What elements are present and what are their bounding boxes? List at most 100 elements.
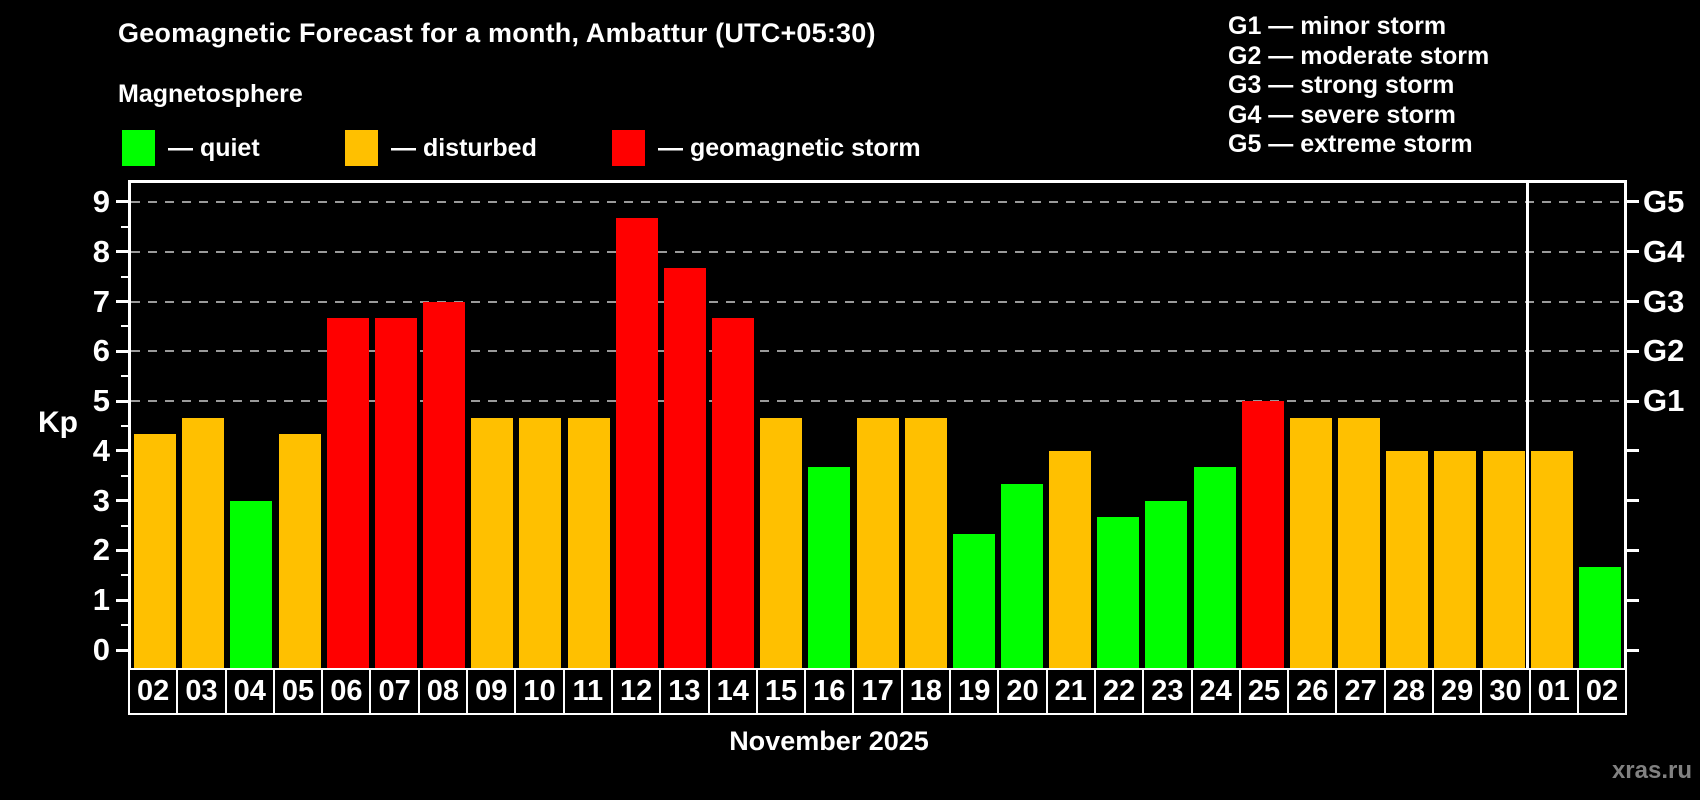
right-axis-major-tick [1627, 548, 1639, 552]
bar-day-12 [615, 218, 658, 668]
day-label-cell: 12 [610, 668, 662, 715]
bar-day-17 [856, 417, 899, 668]
quiet-color-swatch [122, 130, 155, 166]
day-label-cell: 10 [514, 668, 565, 715]
y-axis-major-tick [116, 499, 128, 503]
y-axis-tick-label: 9 [92, 183, 110, 219]
bar-day-05 [278, 434, 321, 668]
y-axis-major-tick [116, 548, 128, 552]
day-label-cell: 16 [804, 668, 855, 715]
day-label-cell: 06 [321, 668, 372, 715]
day-label-cell: 21 [1045, 668, 1096, 715]
bar-day-25 [1241, 401, 1284, 668]
watermark: xras.ru [1611, 757, 1692, 784]
bar-day-10 [519, 417, 562, 668]
y-axis-major-tick [116, 598, 128, 602]
bar-day-01 [1530, 450, 1573, 668]
storm-color-swatch [612, 130, 645, 166]
g-axis-label-g3: G3 [1643, 283, 1685, 319]
chart-title: Geomagnetic Forecast for a month, Ambatt… [118, 18, 876, 48]
y-axis-major-tick [116, 200, 128, 204]
day-label-cell: 02 [128, 668, 179, 715]
y-axis-tick-label: 0 [92, 632, 110, 667]
g-legend-line: G2 — moderate storm [1228, 41, 1490, 70]
y-axis-major-tick [116, 250, 128, 254]
bar-day-16 [808, 467, 851, 668]
day-label-cell: 30 [1480, 668, 1531, 715]
y-axis-major-tick [116, 399, 128, 403]
legend-label: — geomagnetic storm [658, 133, 921, 162]
day-label-cell: 26 [1287, 668, 1338, 715]
day-label-cell: 14 [707, 668, 758, 715]
y-axis-title: Kp [38, 406, 78, 439]
bar-day-29 [1434, 450, 1477, 668]
bar-day-23 [1145, 500, 1188, 668]
day-label-cell: 09 [466, 668, 517, 715]
day-label-cell: 04 [224, 668, 275, 715]
g-legend-line: G3 — strong storm [1228, 71, 1455, 99]
day-label-cell: 15 [755, 668, 807, 715]
right-axis-major-tick [1627, 648, 1639, 652]
legend-item-storm: — geomagnetic storm [612, 130, 921, 166]
right-axis-major-tick [1627, 250, 1639, 254]
bar-day-26 [1289, 417, 1332, 668]
bar-day-21 [1049, 450, 1092, 668]
bar-day-07 [374, 317, 417, 668]
bar-day-20 [1000, 484, 1043, 668]
right-axis-major-tick [1627, 200, 1639, 204]
legend-item-disturbed: — disturbed [345, 130, 537, 166]
y-axis-minor-tick [121, 624, 128, 627]
g-axis-label-g4: G4 [1643, 233, 1685, 269]
gridline-kp8 [131, 250, 1624, 253]
day-label-cell: 24 [1190, 668, 1241, 715]
y-axis-major-tick [116, 449, 128, 453]
bar-day-22 [1097, 517, 1140, 668]
bar-day-13 [663, 268, 706, 668]
day-label-cell: 20 [997, 668, 1048, 715]
bar-day-02 [1578, 566, 1621, 668]
right-axis-major-tick [1627, 598, 1639, 602]
y-axis-tick-label: 1 [92, 582, 110, 618]
day-label-cell: 03 [176, 668, 227, 715]
y-axis-minor-tick [121, 474, 128, 477]
g-legend-line: G5 — extreme storm [1228, 130, 1473, 158]
gridline-kp9 [131, 200, 1624, 203]
y-axis-tick-label: 3 [92, 482, 110, 518]
chart-subtitle: Magnetosphere [118, 80, 303, 108]
legend-item-quiet: — quiet [122, 130, 260, 166]
y-axis-minor-tick [121, 275, 128, 278]
gridline-kp5 [131, 400, 1624, 403]
right-axis-major-tick [1627, 499, 1639, 503]
y-axis-tick-label: 7 [92, 283, 110, 319]
y-axis-minor-tick [121, 225, 128, 228]
y-axis-major-tick [116, 648, 128, 652]
bar-day-18 [904, 417, 947, 668]
g-axis-label-g5: G5 [1643, 183, 1685, 219]
bar-day-14 [712, 317, 755, 668]
right-axis-major-tick [1627, 300, 1639, 304]
bar-day-06 [326, 317, 369, 668]
day-label-cell: 08 [417, 668, 469, 715]
y-axis-tick-label: 6 [92, 333, 110, 369]
right-axis-major-tick [1627, 449, 1639, 453]
y-axis-minor-tick [121, 424, 128, 427]
g-axis-label-g2: G2 [1643, 333, 1685, 369]
g-axis-label-g1: G1 [1643, 383, 1685, 419]
bar-day-02 [134, 434, 177, 668]
day-label-cell: 28 [1383, 668, 1435, 715]
legend-label: — disturbed [391, 133, 537, 162]
gridline-kp7 [131, 300, 1624, 303]
bar-day-03 [182, 417, 225, 668]
bar-day-04 [230, 500, 273, 668]
day-label-cell: 05 [272, 668, 324, 715]
day-label-cell: 19 [949, 668, 1000, 715]
day-label-cell: 27 [1335, 668, 1386, 715]
y-axis-major-tick [116, 349, 128, 353]
y-axis-tick-label: 8 [92, 233, 110, 269]
day-label-cell: 02 [1576, 668, 1628, 715]
y-axis-minor-tick [121, 524, 128, 527]
day-label-cell: 29 [1432, 668, 1483, 715]
day-label-cell: 23 [1142, 668, 1193, 715]
